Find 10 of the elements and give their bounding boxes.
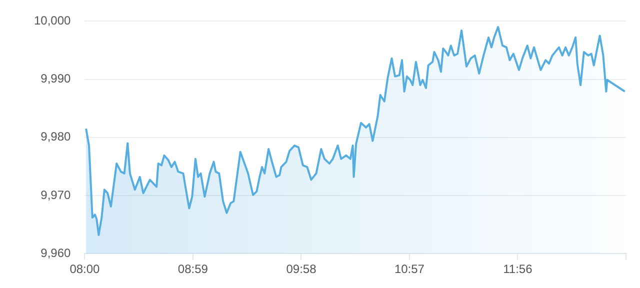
y-tick-label: 10,000 [34,14,72,28]
y-tick-label: 9,990 [40,72,72,86]
y-tick-label: 9,970 [40,188,72,202]
x-tick-label: 10:57 [394,262,425,276]
x-tick-label: 08:00 [70,262,100,276]
y-tick-label: 9,980 [40,130,72,144]
x-tick-label: 08:59 [178,262,208,276]
x-tick-label: 11:56 [503,262,533,276]
x-tick-label: 09:58 [286,262,317,276]
y-tick-label: 9,960 [40,246,72,260]
